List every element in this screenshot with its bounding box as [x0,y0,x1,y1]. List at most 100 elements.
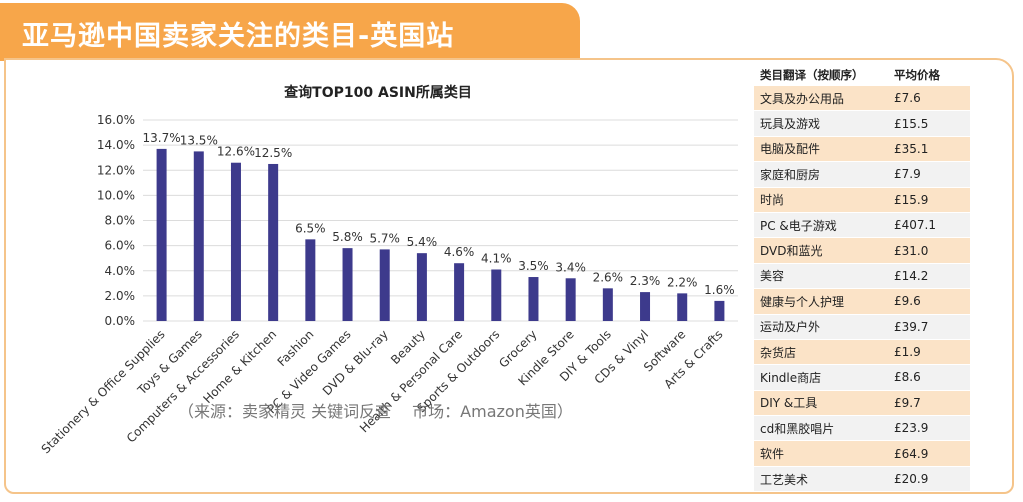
table-cell-price: £14.2 [888,263,970,290]
table-cell-category: Kindle商店 [754,364,888,391]
table-cell-price: £8.6 [888,364,970,391]
title-banner: 亚马逊中国卖家关注的类目-英国站 [0,3,580,61]
table-row: PC &电子游戏 £407.1 [754,212,970,239]
table-cell-category: DVD和蓝光 [754,237,888,264]
x-tick-label: Toys & Games [134,327,205,398]
table-cell-category: PC &电子游戏 [754,212,888,239]
data-label: 2.2% [667,275,698,289]
table-cell-price: £23.9 [888,415,970,442]
table-row: 运动及户外 £39.7 [754,314,970,340]
table-cell-category: 文具及办公用品 [754,86,888,112]
table-row: 美容 £14.2 [754,263,970,290]
y-tick-label: 10.0% [97,188,135,202]
table-cell-price: £35.1 [888,136,970,163]
table-row: 时尚 £15.9 [754,187,970,213]
table-cell-price: £31.0 [888,237,970,264]
data-label: 13.5% [180,133,218,147]
bar [602,288,613,321]
bar [268,163,279,321]
bar [416,253,427,321]
table-cell-category: 电脑及配件 [754,136,888,163]
data-label: 2.6% [593,270,624,284]
table-cell-price: £15.9 [888,187,970,213]
bar [342,248,353,321]
table-row: DVD和蓝光 £31.0 [754,237,970,264]
table-row: cd和黑胶唱片 £23.9 [754,415,970,442]
bar [677,293,688,321]
data-label: 4.1% [481,251,512,265]
table-cell-category: 运动及户外 [754,314,888,340]
table-cell-category: 美容 [754,263,888,290]
table-cell-price: £9.7 [888,390,970,417]
bar [528,277,539,321]
y-tick-label: 6.0% [105,239,136,253]
y-tick-label: 16.0% [97,113,135,127]
data-label: 13.7% [143,131,181,145]
data-label: 6.5% [295,221,326,235]
table-cell-price: £64.9 [888,440,970,467]
table-cell-category: DIY &工具 [754,390,888,417]
y-tick-label: 2.0% [105,289,136,303]
source-note: （来源：卖家精灵 关键词反查 市场：Amazon英国） [178,402,573,421]
bar [454,263,465,321]
bar-chart: 查询TOP100 ASIN所属类目 0.0% 2.0% 4.0% 6.0% 8.0% 10… [8,62,748,492]
y-tick-label: 14.0% [97,138,135,152]
y-tick-label: 8.0% [105,214,136,228]
y-tick-label: 12.0% [97,163,135,177]
table-row: 工艺美术 £20.9 [754,466,970,493]
data-label: 5.7% [369,231,400,245]
x-tick-label: DVD & Blu-ray [320,327,391,398]
table-cell-price: £7.6 [888,86,970,112]
table-cell-category: 工艺美术 [754,466,888,493]
table-cell-price: £1.9 [888,339,970,366]
data-label: 4.6% [444,245,475,259]
table-row: DIY &工具 £9.7 [754,390,970,417]
data-label: 2.3% [630,274,661,288]
data-label: 12.5% [254,146,292,160]
table-row: 电脑及配件 £35.1 [754,136,970,163]
data-label: 1.6% [704,283,735,297]
bar [230,162,241,321]
table-header-category: 类目翻译（按顺序） [754,64,888,86]
table-row: 家庭和厨房 £7.9 [754,161,970,188]
table-cell-price: £9.6 [888,288,970,315]
chart-svg: 0.0% 2.0% 4.0% 6.0% 8.0% 10.0% 12.0% 14.0% 16.0%… [39,113,738,456]
table-row: 玩具及游戏 £15.5 [754,110,970,137]
table-cell-category: 家庭和厨房 [754,161,888,188]
table-row: Kindle商店 £8.6 [754,364,970,391]
data-label: 5.4% [407,235,438,249]
table-cell-price: £407.1 [888,212,970,239]
y-tick-label: 0.0% [105,314,136,328]
table-cell-category: 杂货店 [754,339,888,366]
table-cell-category: 健康与个人护理 [754,288,888,315]
data-label: 3.5% [518,259,549,273]
table-cell-price: £39.7 [888,314,970,340]
bar [714,300,725,321]
table-row: 健康与个人护理 £9.6 [754,288,970,315]
chart-title: 查询TOP100 ASIN所属类目 [284,85,472,101]
page-title: 亚马逊中国卖家关注的类目-英国站 [22,21,455,52]
data-label: 3.4% [555,260,586,274]
bar [491,269,502,321]
bar [640,292,651,321]
data-label: 12.6% [217,145,255,159]
table-cell-category: cd和黑胶唱片 [754,415,888,442]
table-cell-price: £20.9 [888,466,970,493]
data-label: 5.8% [332,230,363,244]
table-cell-category: 时尚 [754,187,888,213]
table-row: 杂货店 £1.9 [754,339,970,366]
table-header-price: 平均价格 [888,64,970,86]
bar [565,278,576,321]
table-row: 软件 £64.9 [754,440,970,467]
table-cell-category: 软件 [754,440,888,467]
price-table: 类目翻译（按顺序） 平均价格 文具及办公用品 £7.6 玩具及游戏 £15.5 电脑及配… [754,64,970,493]
table-row: 文具及办公用品 £7.6 [754,86,970,112]
y-tick-label: 4.0% [105,264,136,278]
bar [193,151,204,321]
bar [379,249,390,321]
table-cell-price: £7.9 [888,161,970,188]
table-cell-category: 玩具及游戏 [754,110,888,137]
table-cell-price: £15.5 [888,110,970,137]
bar [156,148,167,321]
table-header-row: 类目翻译（按顺序） 平均价格 [754,64,970,86]
